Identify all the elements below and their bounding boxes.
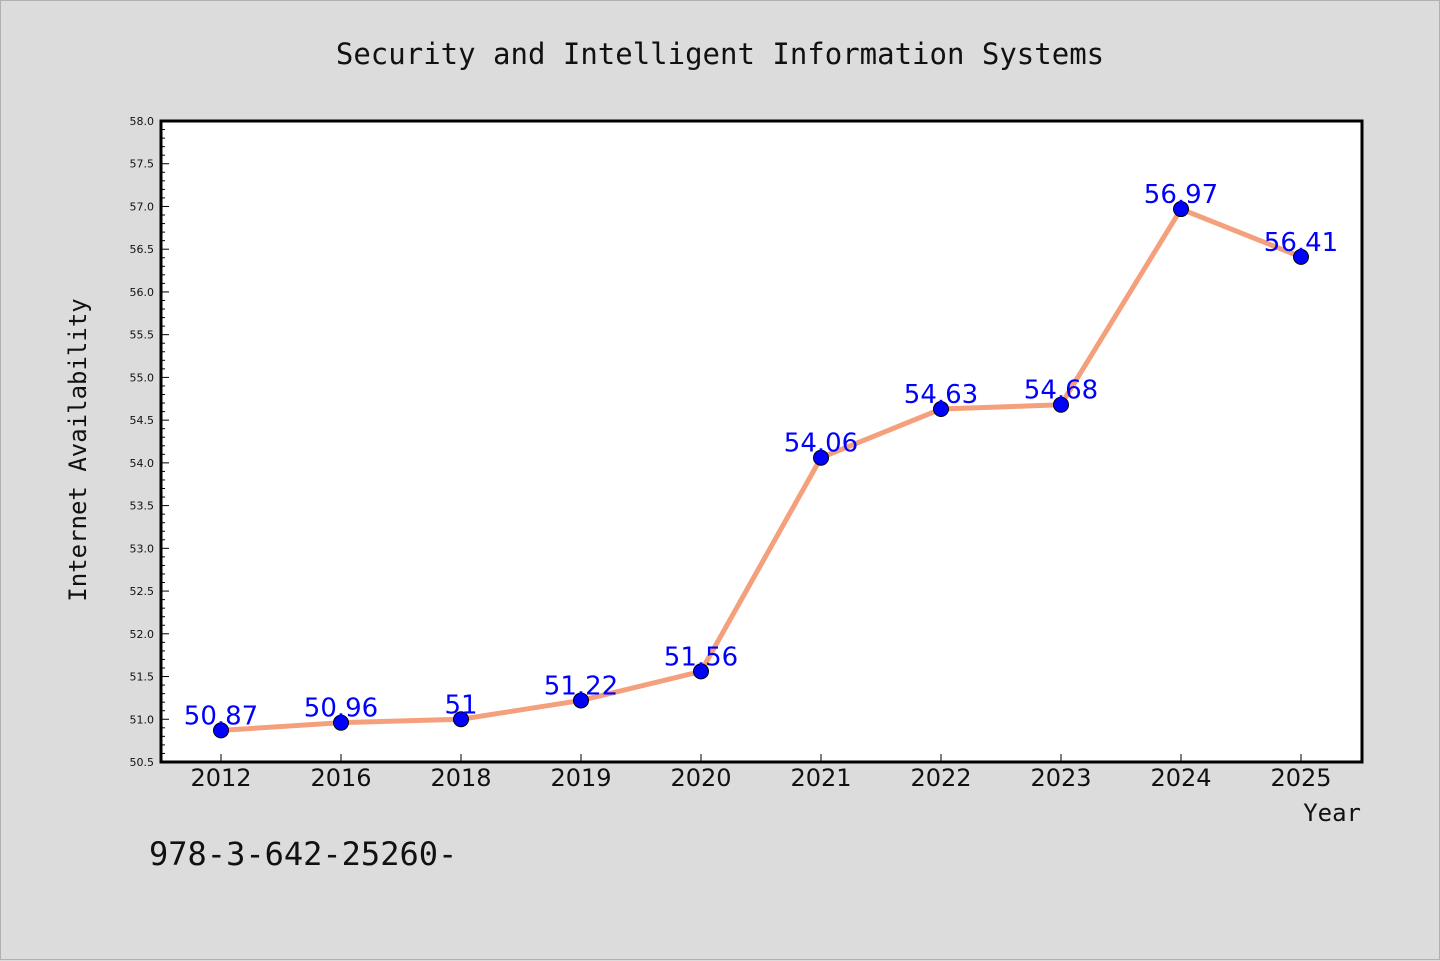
plot-area	[161, 121, 1362, 762]
y-tick-label: 55.0	[130, 371, 155, 384]
y-tick-label: 52.0	[130, 628, 155, 641]
data-point	[1173, 201, 1189, 218]
chart-title: Security and Intelligent Information Sys…	[336, 37, 1104, 71]
data-point	[453, 711, 469, 728]
data-label: 50.87	[184, 701, 258, 731]
x-tick-label: 2016	[310, 764, 371, 792]
y-tick-label: 58.0	[130, 115, 155, 128]
data-point	[693, 663, 709, 680]
y-tick-label: 50.5	[130, 756, 155, 769]
x-axis-label: Year	[1303, 799, 1361, 827]
data-label: 54.63	[904, 380, 978, 410]
data-label: 51.22	[544, 671, 618, 701]
data-point	[213, 722, 229, 739]
y-tick-label: 52.5	[130, 585, 155, 598]
x-tick-label: 2025	[1270, 764, 1331, 792]
footnote: 978-3-642-25260-	[149, 835, 457, 873]
x-tick-label: 2019	[550, 764, 611, 792]
y-tick-label: 54.0	[130, 457, 155, 470]
data-point	[1293, 248, 1309, 265]
y-tick-label: 53.0	[130, 542, 155, 555]
y-tick-label: 55.5	[130, 329, 155, 342]
data-label: 51	[444, 690, 477, 720]
data-label: 56.97	[1144, 180, 1218, 210]
x-tick-label: 2023	[1030, 764, 1091, 792]
data-label: 51.56	[664, 642, 738, 672]
y-axis-label: Internet Availability	[64, 298, 92, 601]
plot-border	[159, 119, 1364, 764]
x-tick-label: 2012	[190, 764, 251, 792]
y-tick-label: 57.0	[130, 200, 155, 213]
data-label: 56.41	[1264, 228, 1338, 258]
data-label: 50.96	[304, 694, 378, 724]
data-point	[333, 714, 349, 731]
data-point	[1053, 396, 1069, 413]
data-point	[813, 449, 829, 466]
x-tick-label: 2020	[670, 764, 731, 792]
x-axis: 2012 2016 2018 2019 2020 2021 2022 2023 2024 2025	[190, 754, 1332, 792]
x-tick-label: 2024	[1150, 764, 1211, 792]
data-label: 54.68	[1024, 376, 1098, 406]
y-tick-label: 56.5	[130, 243, 155, 256]
series-line	[218, 206, 1304, 733]
y-tick-label: 51.0	[130, 713, 155, 726]
y-tick-label: 53.5	[130, 500, 155, 513]
data-labels: 50.87 50.96 51 51.22 51.56 54.06 54.63 54.68 56.…	[184, 180, 1338, 731]
x-tick-label: 2021	[790, 764, 851, 792]
y-tick-label: 57.5	[130, 158, 155, 171]
y-tick-label: 54.5	[130, 414, 155, 427]
x-tick-label: 2018	[430, 764, 491, 792]
y-tick-label: 51.5	[130, 671, 155, 684]
data-label: 54.06	[784, 429, 858, 459]
data-point	[573, 692, 589, 709]
x-tick-label: 2022	[910, 764, 971, 792]
y-tick-label: 56.0	[130, 286, 155, 299]
series-layer	[213, 201, 1309, 739]
data-point	[933, 401, 949, 418]
